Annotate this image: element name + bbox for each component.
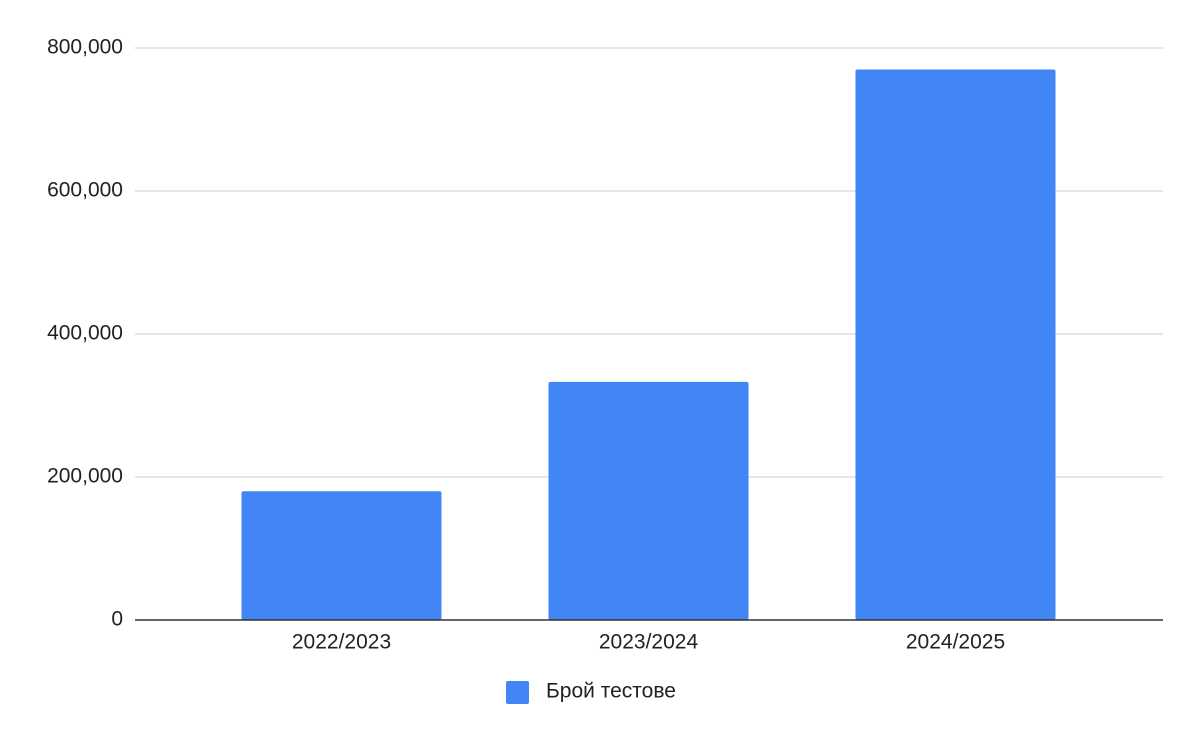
x-tick-label: 2023/2024 [599, 631, 699, 654]
y-tick-label: 600,000 [47, 179, 123, 202]
bar [855, 69, 1056, 620]
y-tick-label: 800,000 [47, 36, 123, 59]
bar [241, 491, 442, 620]
legend-label: Брой тестове [546, 680, 676, 703]
x-tick-label: 2024/2025 [906, 631, 1005, 654]
y-tick-label: 0 [111, 608, 123, 631]
legend-swatch [506, 681, 529, 704]
y-tick-label: 400,000 [47, 322, 123, 345]
y-tick-label: 200,000 [47, 465, 123, 488]
x-tick-label: 2022/2023 [292, 631, 391, 654]
bar [548, 381, 749, 620]
